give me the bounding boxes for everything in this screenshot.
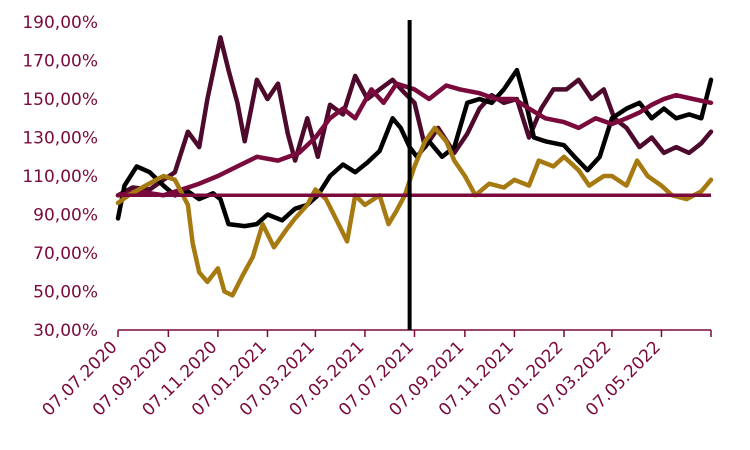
y-tick-label: 30,00% — [33, 321, 98, 341]
series-line-1 — [115, 35, 714, 198]
y-tick-label: 50,00% — [33, 283, 98, 303]
series-line-4 — [115, 125, 714, 298]
x-axis: 07.07.202007.09.202007.11.202007.01.2021… — [39, 329, 712, 420]
y-axis-ticks: 30,00% 50,00% 70,00% 90,00% 110,00% 130,00% 15… — [22, 13, 98, 341]
y-tick-label: 170,00% — [22, 52, 98, 72]
y-tick-label: 130,00% — [22, 129, 98, 149]
y-tick-label: 110,00% — [22, 167, 98, 187]
y-tick-label: 90,00% — [33, 206, 98, 226]
overlay-layer — [118, 20, 711, 330]
y-tick-label: 190,00% — [22, 13, 98, 33]
series-layer — [115, 35, 714, 298]
y-tick-label: 70,00% — [33, 244, 98, 264]
series-line-3 — [115, 81, 714, 198]
y-tick-label: 150,00% — [22, 90, 98, 110]
